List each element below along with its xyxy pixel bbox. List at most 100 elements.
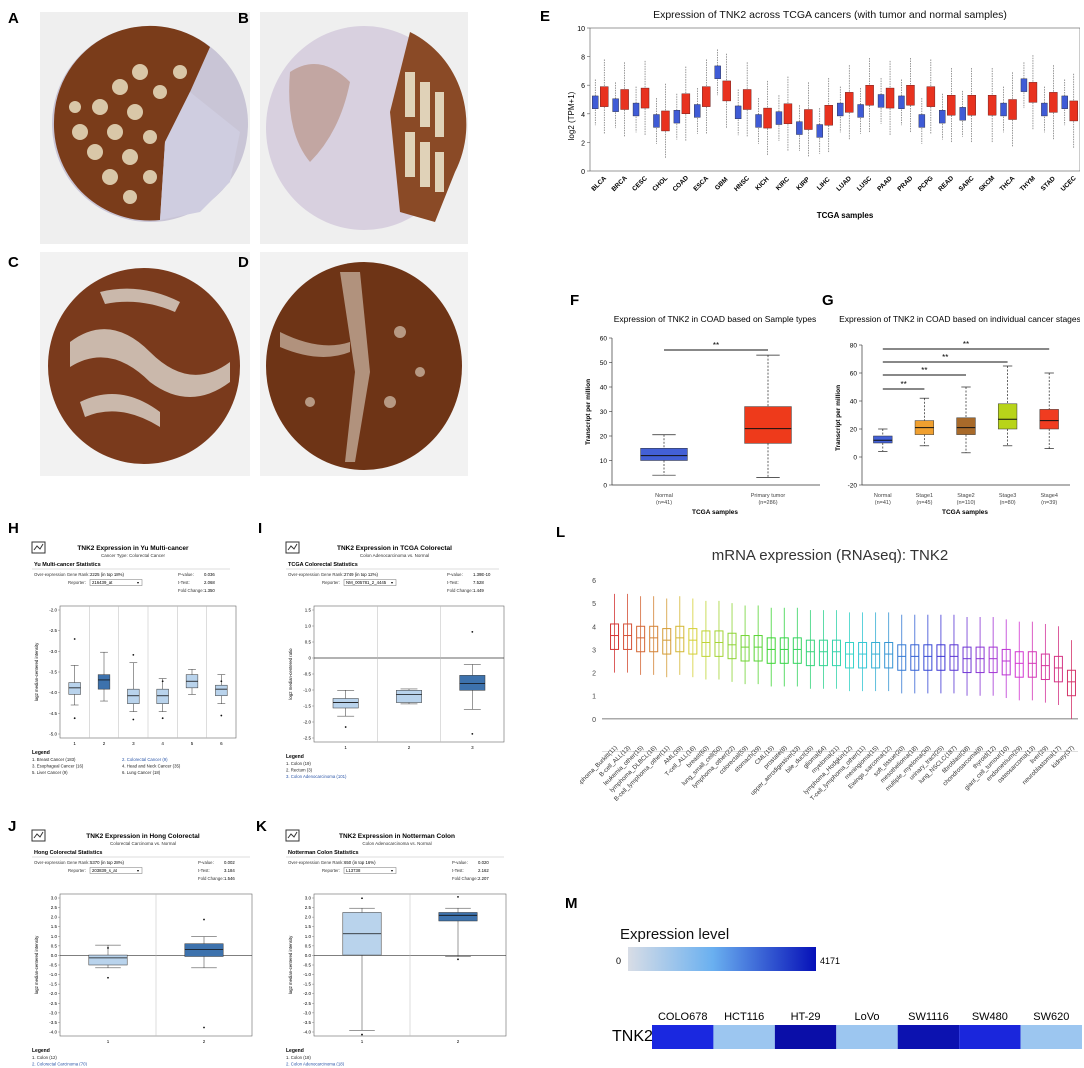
onco-ytick-label: -2.0 [49,608,57,613]
panel-m-heat-cell [897,1025,960,1049]
group-label: Stage4 [1040,493,1057,499]
panel-m-cell-line-label: SW480 [972,1011,1008,1023]
group-n: (n=39) [1041,500,1057,506]
panel-e-normal-box [877,94,885,108]
onco-ytick-label: 1.5 [305,608,312,613]
panel-m-heat-cell [652,1025,714,1049]
ytick-label: 40 [850,399,858,406]
panel-m-cell-line-label: SW620 [1033,1011,1069,1023]
onco-ytick-label: 1.0 [305,624,312,629]
panel-e-tumor-box [804,109,813,130]
panel-l-box [962,646,972,674]
panel-l-box [753,635,763,662]
panel-e-xlabel: TCGA samples [817,211,874,220]
panel-e-ytick-label: 10 [577,26,585,33]
panel-e-xtick-label: READ [937,175,955,193]
onco-ytick-label: 0.0 [305,953,312,958]
onco-box [127,688,140,704]
onco-header: TNK2 Expression in Notterman Colon [339,833,455,840]
onco-box [184,943,224,957]
panel-e-tumor-box [947,95,956,116]
panel-e-xtick-label: KIRP [795,176,811,192]
panel-e-xtick-label: GBM [714,176,730,192]
panel-l-box [649,625,659,653]
sig-label: ** [942,353,948,362]
panel-e-normal-box [918,114,926,128]
panel-l-ytick-label: 6 [592,578,596,585]
onco-subheader: Colorectal Carcinoma vs. Normal [110,841,176,846]
panel-m-heat-cell [959,1025,1021,1049]
panel-e-normal-box [959,107,966,121]
onco-box [396,690,422,703]
onco-xtick-label: 2 [408,745,411,750]
onco-ytick-label: -1.0 [303,972,311,977]
box [744,406,792,444]
panel-e-xtick-label: BLCA [590,175,608,193]
onco-ytick-label: -5.0 [49,732,57,737]
panel-e-tumor-box [926,86,936,107]
panel-e-normal-box [592,95,599,109]
group-label: Stage1 [916,493,933,499]
panel-e-xtick-label: LIHC [816,176,832,192]
panel-f-xlabel: TCGA samples [692,509,738,516]
panel-g-title: Expression of TNK2 in COAD based on indi… [839,314,1080,324]
panel-e-tumor-box [763,107,772,129]
onco-rank-value: 5370 (in top 28%) [90,860,124,865]
reporter-select[interactable] [89,579,143,586]
chevron-down-icon: ▾ [391,580,393,585]
box [640,448,688,461]
panel-e-xtick-label: HNSC [733,175,751,193]
onco-xtick-label: 5 [191,741,194,746]
panel-l-box [701,630,711,657]
onco-pvalue-label: P-value: [452,860,468,865]
onco-legend-title: Legend [32,1048,50,1054]
onco-subheader: Colon Adenocarcinoma vs. Normal [360,553,429,558]
reporter-select[interactable] [343,579,397,586]
onco-reporter-label: Reporter: [322,868,340,873]
ytick-label: 60 [600,336,608,343]
onco-ytick-label: -2.5 [303,1001,311,1006]
onco-reporter-value: NM_005781_2_4445 [346,580,387,585]
chevron-down-icon: ▾ [137,868,139,873]
onco-ytick-label: -2.5 [49,1001,57,1006]
onco-rank-label: Over-expression Gene Rank: [34,860,90,865]
panel-e-tumor-box [702,86,711,107]
panel-l-box [988,646,998,674]
panel-e-tumor-box [722,80,731,102]
onco-ytick-label: -3.5 [49,1020,57,1025]
onco-fold: 1.449 [473,588,484,593]
onco-outlier [471,630,474,633]
onco-outlier [203,1026,205,1029]
onco-outlier [161,680,164,683]
panel-l-box [1053,655,1063,683]
onco-ytick-label: -0.5 [49,963,57,968]
onco-box [88,954,128,966]
panel-e-normal-box [694,104,701,118]
onco-box [156,688,169,704]
onco-outlier [344,726,347,728]
reporter-select[interactable] [89,867,143,874]
group-label: Normal [874,493,892,499]
reporter-select[interactable] [343,867,397,874]
panel-e-tumor-box [620,89,629,110]
onco-ytick-label: 0.5 [305,943,312,948]
panel-l-box [792,637,802,664]
ytick-label: 40 [600,385,608,392]
panel-e-xtick-label: ESCA [692,175,710,193]
onco-rank-label: Over-expression Gene Rank: [34,572,90,577]
panel-l-box [610,623,620,650]
onco-ytick-label: 1.0 [51,934,58,939]
panel-e-xtick-label: SKCM [978,175,996,193]
onco-reporter-label: Reporter: [68,868,86,873]
onco-ylabel: log2 median-centered ratio [288,648,293,700]
onco-legend-item: 3. Esophageal Cancer (16) [32,764,84,769]
panel-e-tumor-box [967,95,976,116]
oncomine-logo-icon [285,829,300,842]
ytick-label: 20 [600,434,608,441]
panel-l-box [818,639,828,667]
group-label: Stage3 [999,493,1016,499]
panel-l-box [766,637,776,664]
box [956,417,976,435]
onco-box [459,675,486,691]
ihc-panel-b [260,12,468,244]
